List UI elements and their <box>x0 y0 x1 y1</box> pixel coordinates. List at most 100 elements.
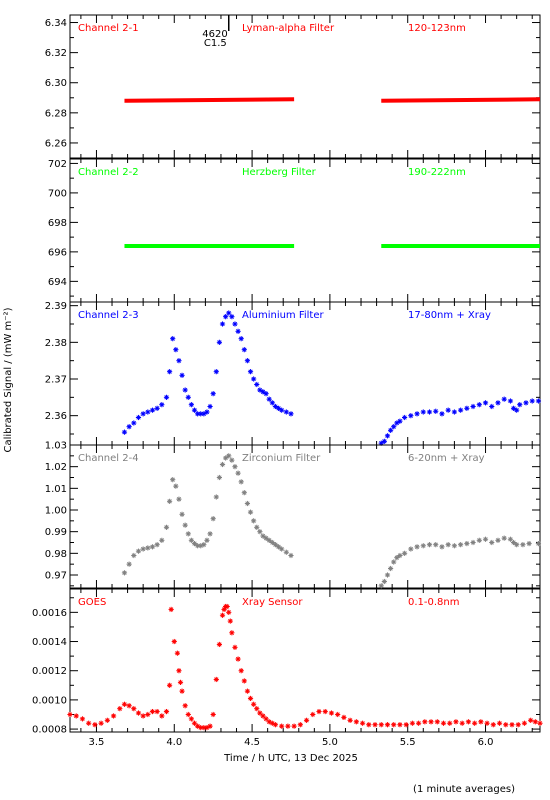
data-point-stroke <box>421 543 426 548</box>
data-point <box>283 409 289 415</box>
y-tick-label: 700 <box>48 188 67 199</box>
data-point-stroke <box>207 404 213 409</box>
data-point-stroke <box>126 703 132 708</box>
data-point <box>288 552 294 559</box>
data-point-stroke <box>176 668 182 673</box>
data-point-stroke <box>228 618 233 624</box>
data-point-stroke <box>179 512 185 517</box>
data-point-stroke <box>495 400 501 406</box>
data-point <box>501 535 507 541</box>
data-point-stroke <box>189 538 194 543</box>
data-point <box>191 407 198 413</box>
data-point-stroke <box>220 613 225 618</box>
data-point-stroke <box>489 540 494 545</box>
data-point <box>529 398 535 404</box>
y-tick-label: 2.37 <box>45 375 67 386</box>
data-point <box>241 678 247 684</box>
data-point-stroke <box>159 713 164 719</box>
data-point <box>185 711 191 718</box>
data-point-stroke <box>140 713 146 719</box>
data-point-stroke <box>239 668 244 673</box>
data-point-stroke <box>304 718 309 723</box>
data-point <box>397 418 403 424</box>
panel-4: 0.97 0.98 0.99 1.00 1.01 1.02 1.03 Channel 2-4 Z… <box>45 441 542 589</box>
data-point <box>528 717 534 723</box>
y-tick-label: 2.38 <box>45 338 67 349</box>
data-point <box>458 407 464 413</box>
data-point-stroke <box>254 382 259 387</box>
data-point-stroke <box>225 604 230 609</box>
data-point-stroke <box>536 398 541 404</box>
data-point-stroke <box>251 702 256 707</box>
data-point <box>341 714 347 721</box>
data-point <box>229 630 235 636</box>
data-point <box>391 722 397 728</box>
data-point-stroke <box>433 542 438 547</box>
data-point <box>251 518 257 524</box>
data-point-stroke <box>257 387 263 393</box>
data-point <box>216 474 223 481</box>
data-point <box>408 546 414 552</box>
data-point <box>445 407 451 413</box>
data-point-stroke <box>254 706 259 711</box>
data-point-stroke <box>270 400 275 406</box>
flare-class-label: C1.5 <box>204 38 227 49</box>
x-axis-title: Time / h UTC, 13 Dec 2025 <box>223 753 358 764</box>
data-point <box>391 424 397 430</box>
data-point-stroke <box>458 407 463 413</box>
data-point <box>322 708 328 715</box>
data-point <box>451 409 458 415</box>
data-point <box>241 490 247 496</box>
data-point <box>238 336 244 342</box>
data-point <box>269 539 275 546</box>
data-point <box>210 711 216 718</box>
data-point-stroke <box>131 420 136 426</box>
panel-channel-label: Channel 2-3 <box>78 310 139 321</box>
data-point <box>263 535 269 541</box>
flare-marker: 4620 C1.5 <box>202 15 230 49</box>
data-point <box>121 570 128 576</box>
data-point-stroke <box>288 411 294 417</box>
y-tick-label: 0.0012 <box>32 666 67 677</box>
data-point <box>126 561 132 567</box>
data-point-stroke <box>154 709 160 714</box>
data-point <box>470 403 476 410</box>
x-tick-label: 6.0 <box>478 737 494 748</box>
data-point <box>439 544 445 550</box>
y-tick-label: 702 <box>48 159 67 170</box>
data-point-stroke <box>279 723 284 729</box>
data-point <box>145 409 151 415</box>
data-point-stroke <box>530 398 535 404</box>
data-point <box>182 522 188 528</box>
data-point-stroke <box>391 559 396 565</box>
data-point <box>402 550 408 556</box>
data-point-stroke <box>117 706 122 711</box>
data-point-stroke <box>354 719 359 724</box>
data-point-stroke <box>122 570 127 576</box>
data-point-stroke <box>360 721 365 726</box>
data-point-stroke <box>229 457 235 463</box>
data-point <box>310 711 316 718</box>
data-point <box>149 708 156 715</box>
data-point <box>86 720 92 726</box>
data-point-stroke <box>248 509 253 515</box>
data-point-stroke <box>232 464 238 469</box>
data-point-stroke <box>159 538 164 543</box>
data-point-stroke <box>483 537 488 542</box>
data-point-stroke <box>379 722 384 727</box>
data-point <box>188 716 194 722</box>
data-point <box>495 400 501 406</box>
data-point <box>191 540 198 547</box>
data-point <box>117 706 123 712</box>
data-point-stroke <box>74 713 79 719</box>
y-tick-label: 0.97 <box>45 571 67 582</box>
data-point-stroke <box>270 540 275 545</box>
data-series <box>67 603 543 731</box>
data-point <box>459 720 465 726</box>
data-point <box>170 477 176 483</box>
data-point-stroke <box>186 395 191 400</box>
data-point-stroke <box>464 541 470 546</box>
data-point-stroke <box>489 404 494 409</box>
data-point <box>426 409 433 415</box>
data-point <box>154 405 160 411</box>
